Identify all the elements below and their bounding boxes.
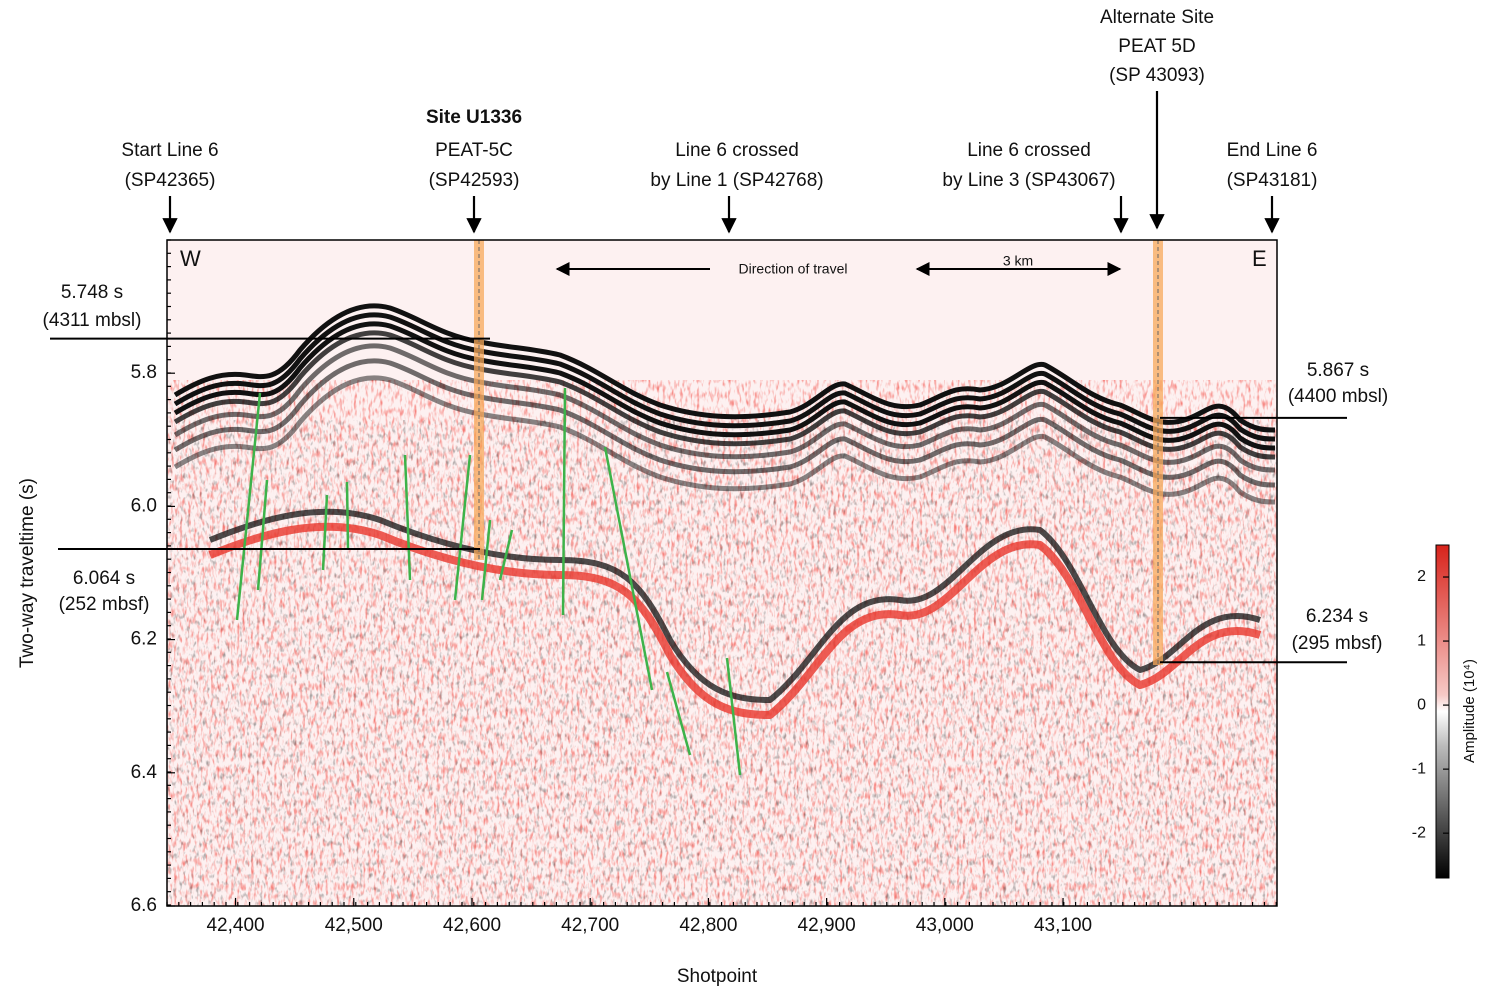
direction-label: Direction of travel	[739, 261, 848, 277]
annotation-label: by Line 1 (SP42768)	[650, 170, 823, 191]
y-tick-label: 6.4	[131, 762, 158, 783]
annotation-label: Line 6 crossed	[967, 140, 1091, 161]
colorbar-tick-label: -1	[1412, 760, 1426, 777]
horizon-time-label: 5.867 s	[1307, 360, 1369, 381]
annotation-label: (SP43181)	[1227, 170, 1318, 191]
seismic-image	[167, 240, 1277, 906]
horizon-depth-label: (4400 mbsl)	[1288, 386, 1388, 407]
x-tick-label: 43,100	[1034, 915, 1092, 936]
x-tick-label: 42,500	[325, 915, 383, 936]
y-tick-label: 6.0	[131, 495, 157, 516]
horizon-time-label: 6.064 s	[73, 568, 135, 589]
scale-label: 3 km	[1003, 253, 1033, 269]
x-tick-label: 42,800	[679, 915, 737, 936]
x-tick-label: 42,900	[798, 915, 856, 936]
horizon-time-label: 6.234 s	[1306, 606, 1368, 627]
x-tick-label: 42,400	[206, 915, 264, 936]
annotation-label: (SP42593)	[429, 170, 520, 191]
annotation-label: Line 6 crossed	[675, 140, 799, 161]
horizon-time-label: 5.748 s	[61, 282, 123, 303]
y-axis-title: Two-way traveltime (s)	[17, 478, 38, 668]
annotation-label: Start Line 6	[121, 140, 218, 161]
x-axis-title: Shotpoint	[677, 966, 758, 987]
y-tick-label: 6.2	[131, 629, 157, 650]
annotation-label: by Line 3 (SP43067)	[942, 170, 1115, 191]
horizon-depth-label: (4311 mbsl)	[43, 310, 142, 331]
annotation-label: PEAT 5D	[1118, 36, 1195, 57]
west-label: W	[180, 246, 201, 271]
colorbar-label: Amplitude (10⁴)	[1461, 659, 1478, 763]
annotation-label: (SP42365)	[125, 170, 216, 191]
colorbar-tick-label: 1	[1417, 632, 1426, 649]
y-tick-label: 6.6	[131, 895, 157, 916]
annotation-label: Alternate Site	[1100, 7, 1214, 28]
x-tick-label: 43,000	[916, 915, 974, 936]
colorbar-tick-label: -2	[1412, 824, 1426, 841]
colorbar-tick-label: 0	[1417, 696, 1426, 713]
y-tick-label: 5.8	[131, 362, 157, 383]
annotation-label: (SP 43093)	[1109, 65, 1205, 86]
horizon-depth-label: (252 mbsf)	[59, 594, 150, 615]
colorbar-tick-label: 2	[1417, 568, 1426, 585]
x-tick-label: 42,600	[443, 915, 501, 936]
east-label: E	[1252, 246, 1267, 271]
annotation-label: End Line 6	[1227, 140, 1318, 161]
colorbar	[1435, 544, 1450, 879]
horizon-depth-label: (295 mbsf)	[1292, 633, 1383, 654]
x-tick-label: 42,700	[561, 915, 619, 936]
annotation-label: PEAT-5C	[435, 140, 513, 161]
annotation-label: Site U1336	[426, 107, 522, 128]
